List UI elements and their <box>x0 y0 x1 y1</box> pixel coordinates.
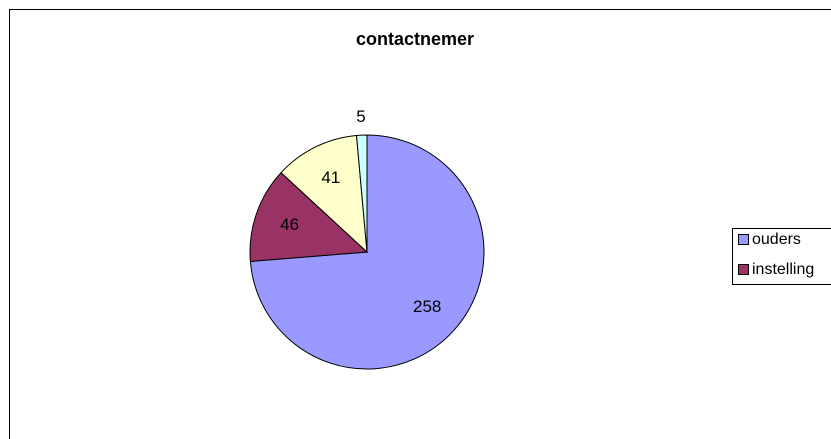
legend-swatch <box>738 264 749 275</box>
chart-title: contactnemer <box>356 29 474 49</box>
pie-slice <box>355 134 368 253</box>
data-label: 5 <box>356 107 365 126</box>
pie-slice <box>280 134 368 254</box>
legend-swatch <box>738 234 749 245</box>
data-label: 258 <box>413 297 441 316</box>
legend-label: ouders <box>752 231 801 248</box>
legend-label: instelling <box>752 261 814 278</box>
data-label: 41 <box>321 168 340 187</box>
data-label: 46 <box>280 215 299 234</box>
pie-slice <box>249 171 369 262</box>
